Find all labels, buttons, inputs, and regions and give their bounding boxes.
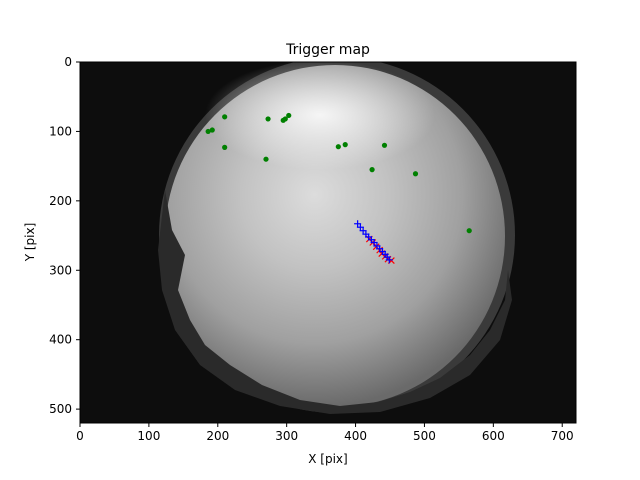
x-tick-label: 600 bbox=[482, 429, 505, 443]
green-dot-point bbox=[342, 142, 348, 148]
green-dot-point bbox=[466, 228, 472, 234]
x-tick-label: 700 bbox=[551, 429, 574, 443]
x-tick-label: 0 bbox=[76, 429, 84, 443]
plot-area bbox=[80, 62, 576, 423]
x-axis-label: X [pix] bbox=[308, 452, 347, 466]
y-tick-label: 400 bbox=[49, 333, 72, 347]
green-dot-point bbox=[222, 144, 228, 150]
axes-frame bbox=[79, 61, 577, 424]
blue-plus-point bbox=[385, 256, 393, 264]
x-tick-label: 500 bbox=[413, 429, 436, 443]
green-dot-point bbox=[286, 112, 292, 119]
x-tick-label: 200 bbox=[206, 429, 229, 443]
y-axis: 0 100 200 300 400 500 bbox=[49, 55, 80, 416]
y-tick-label: 200 bbox=[49, 194, 72, 208]
x-tick-label: 100 bbox=[137, 429, 160, 443]
y-tick-label: 500 bbox=[49, 402, 72, 416]
green-dot-point bbox=[209, 127, 215, 133]
green-dot-point bbox=[381, 142, 388, 148]
y-tick-label: 100 bbox=[49, 124, 72, 138]
green-dot-point bbox=[265, 116, 271, 122]
green-dot-point bbox=[282, 116, 288, 122]
y-axis-label: Y [pix] bbox=[23, 223, 37, 263]
x-tick-label: 400 bbox=[344, 429, 367, 443]
data-points bbox=[205, 112, 472, 264]
green-dot-point bbox=[222, 114, 228, 120]
chart-title: Trigger map bbox=[285, 42, 370, 58]
y-tick-label: 0 bbox=[64, 55, 72, 69]
green-dot-point bbox=[263, 156, 269, 162]
x-tick-label: 300 bbox=[275, 429, 298, 443]
green-dot-point bbox=[335, 144, 341, 150]
y-tick-label: 300 bbox=[49, 263, 72, 277]
green-dot-point bbox=[369, 167, 375, 173]
green-dot-point bbox=[205, 128, 211, 135]
green-dot-point bbox=[412, 171, 419, 177]
x-axis: 0 100 200 300 400 500 600 700 bbox=[76, 423, 574, 443]
bright-sky-region bbox=[205, 62, 435, 170]
